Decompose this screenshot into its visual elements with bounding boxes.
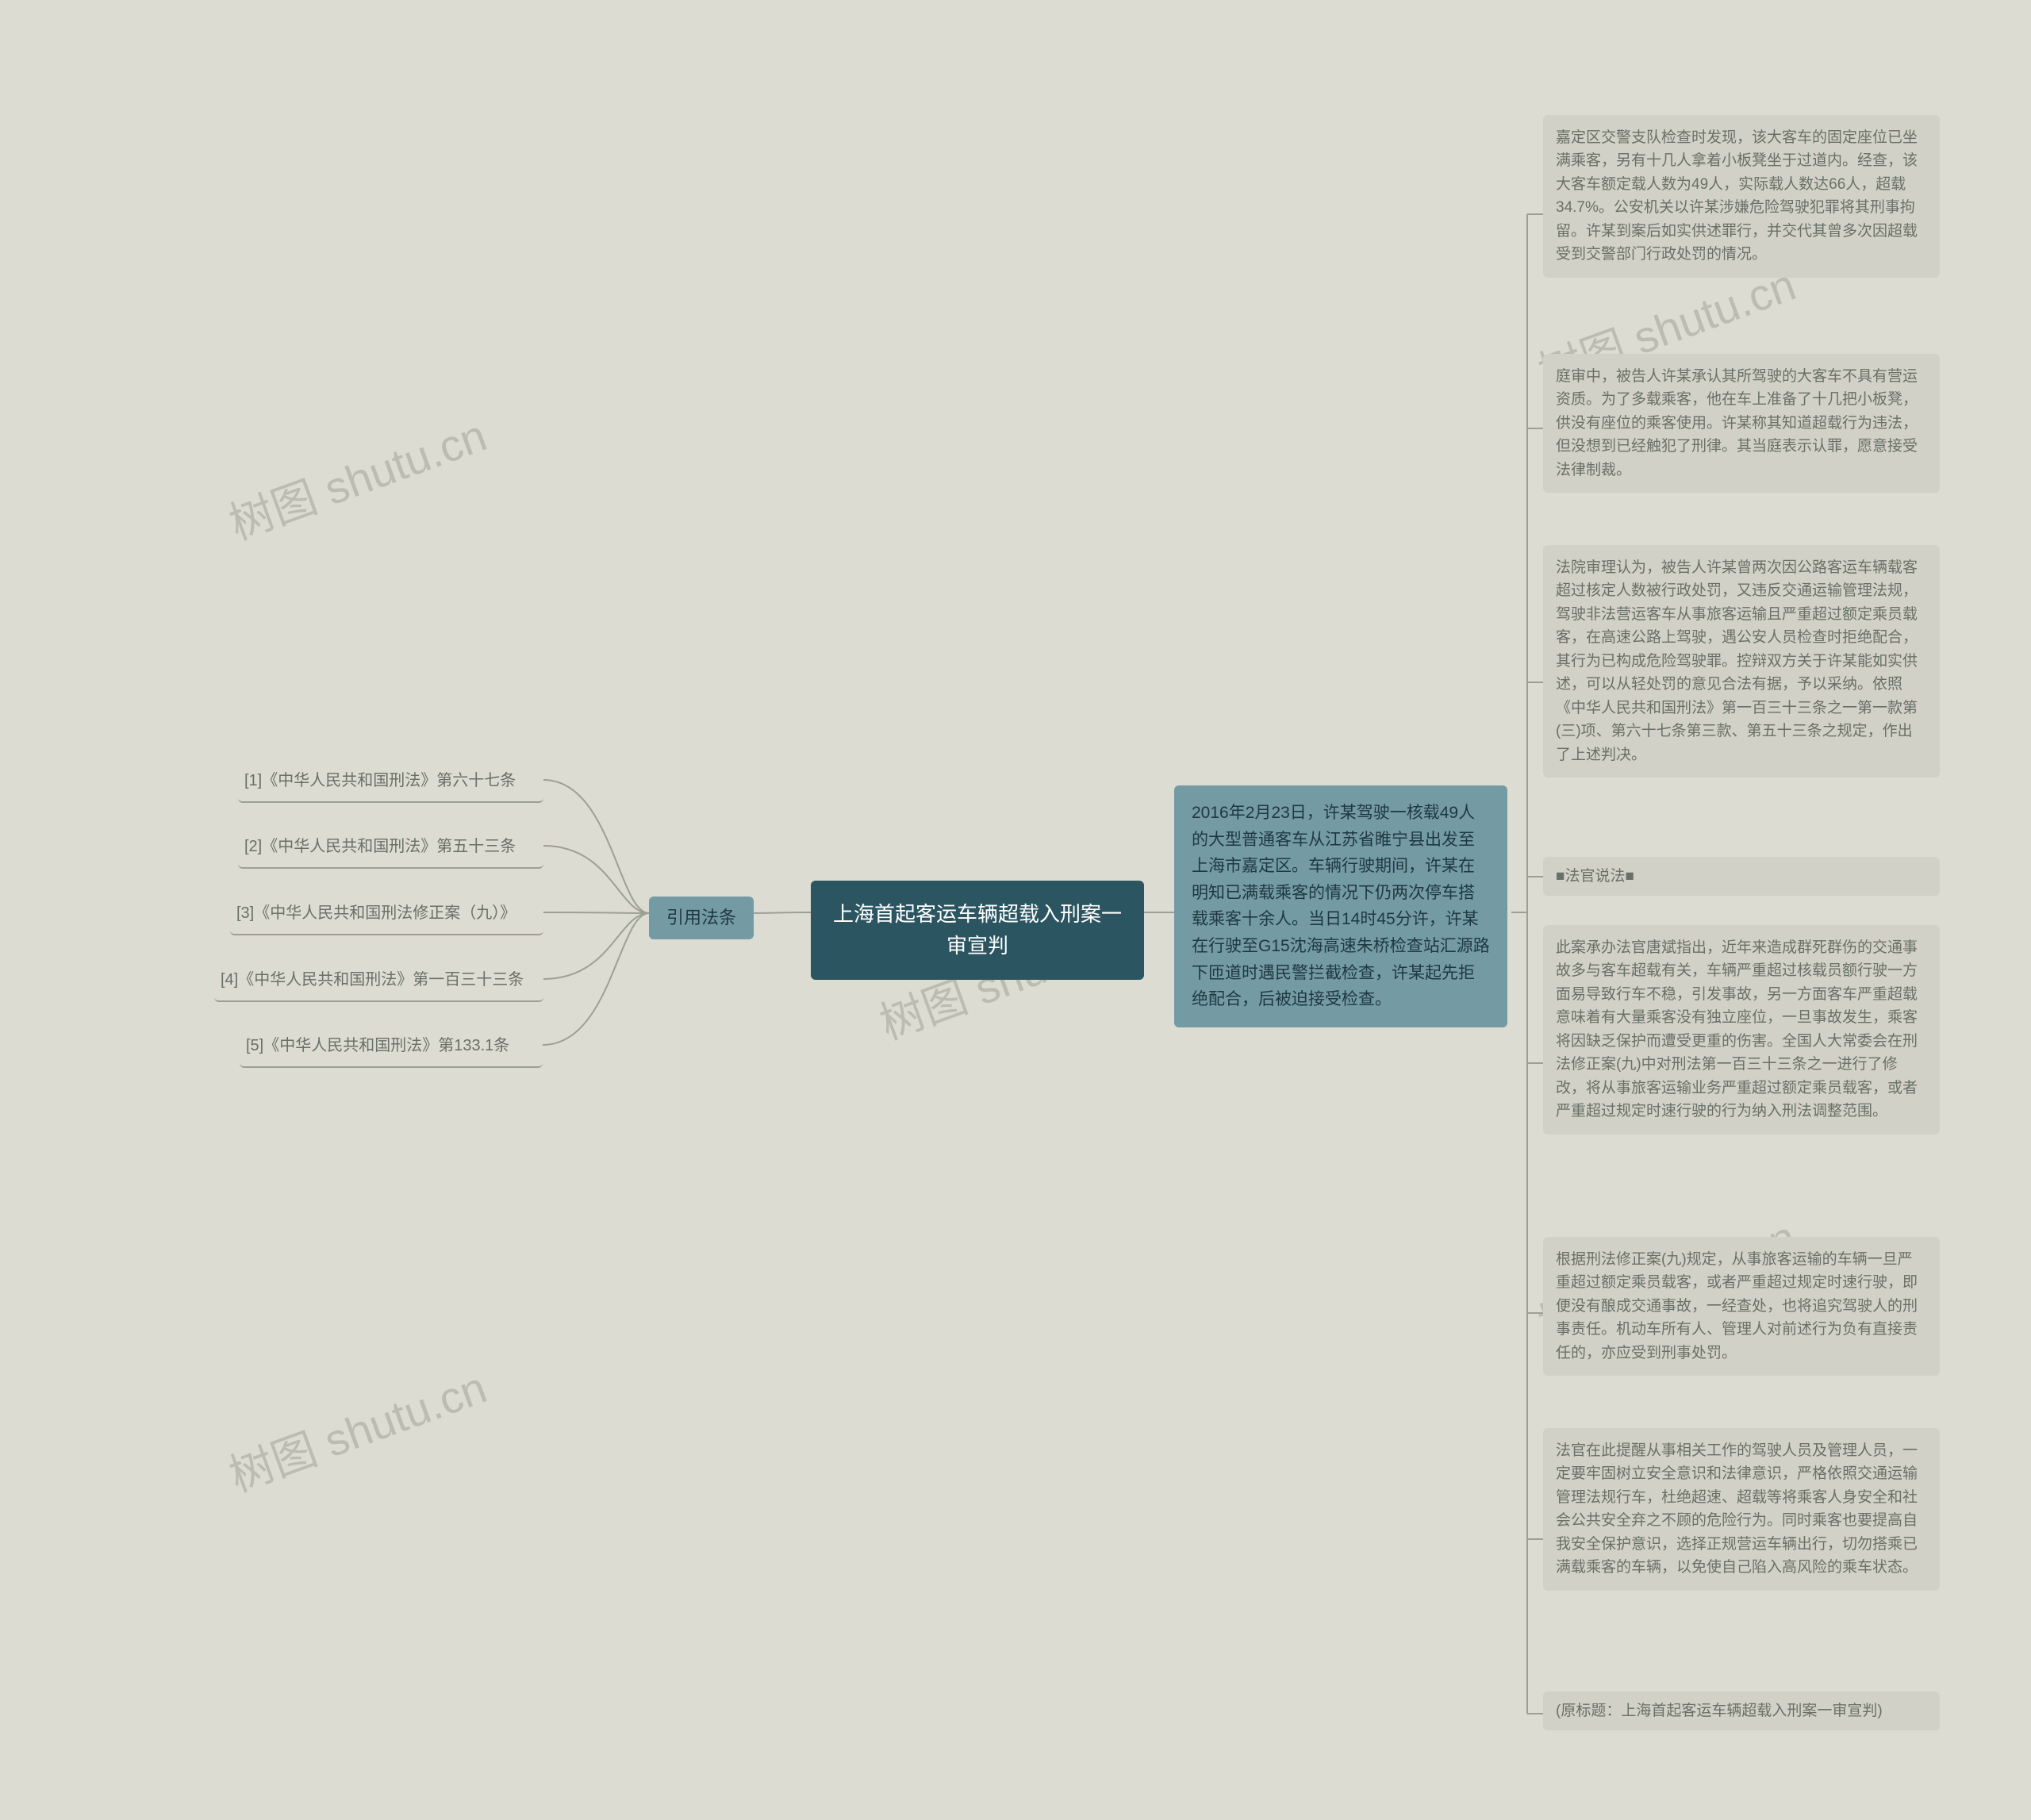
right-leaf: ■法官说法■ (1543, 857, 1940, 896)
watermark: 树图 shutu.cn (219, 1352, 494, 1504)
left-leaf: [2]《中华人民共和国刑法》第五十三条 (238, 830, 543, 869)
right-leaf: 法官在此提醒从事相关工作的驾驶人员及管理人员，一定要牢固树立安全意识和法律意识，… (1543, 1428, 1940, 1591)
right-leaf-text: 法官在此提醒从事相关工作的驾驶人员及管理人员，一定要牢固树立安全意识和法律意识，… (1556, 1442, 1918, 1576)
right-leaf: 法院审理认为，被告人许某曾两次因公路客运车辆载客超过核定人数被行政处罚，又违反交… (1543, 545, 1940, 778)
right-leaf-text: 法院审理认为，被告人许某曾两次因公路客运车辆载客超过核定人数被行政处罚，又违反交… (1556, 559, 1918, 763)
watermark: 树图 shutu.cn (219, 400, 494, 552)
right-leaf-text: 此案承办法官唐斌指出，近年来造成群死群伤的交通事故多与客车超载有关，车辆严重超过… (1556, 939, 1918, 1119)
right-main-branch: 2016年2月23日，许某驾驶一核载49人的大型普通客车从江苏省睢宁县出发至上海… (1174, 785, 1507, 1027)
root-node: 上海首起客运车辆超载入刑案一审宣判 (811, 881, 1144, 980)
left-leaf: [3]《中华人民共和国刑法修正案（九）》 (230, 897, 543, 935)
right-leaf: 此案承办法官唐斌指出，近年来造成群死群伤的交通事故多与客车超载有关，车辆严重超过… (1543, 925, 1940, 1135)
left-leaf-label: [2]《中华人民共和国刑法》第五十三条 (244, 838, 516, 855)
left-leaf-label: [1]《中华人民共和国刑法》第六十七条 (244, 772, 516, 789)
right-leaf-text: ■法官说法■ (1556, 868, 1634, 885)
left-leaf: [1]《中华人民共和国刑法》第六十七条 (238, 764, 543, 803)
right-leaf: 嘉定区交警支队检查时发现，该大客车的固定座位已坐满乘客，另有十几人拿着小板凳坐于… (1543, 115, 1940, 278)
left-leaf-label: [5]《中华人民共和国刑法》第133.1条 (246, 1037, 509, 1054)
right-leaf: 庭审中，被告人许某承认其所驾驶的大客车不具有营运资质。为了多载乘客，他在车上准备… (1543, 354, 1940, 493)
left-leaf-label: [4]《中华人民共和国刑法》第一百三十三条 (221, 971, 524, 989)
right-leaf: (原标题：上海首起客运车辆超载入刑案一审宣判) (1543, 1691, 1940, 1730)
right-main-text: 2016年2月23日，许某驾驶一核载49人的大型普通客车从江苏省睢宁县出发至上海… (1192, 804, 1490, 1008)
left-leaf: [5]《中华人民共和国刑法》第133.1条 (240, 1029, 543, 1068)
left-branch-label: 引用法条 (666, 908, 736, 927)
right-leaf: 根据刑法修正案(九)规定，从事旅客运输的车辆一旦严重超过额定乘员载客，或者严重超… (1543, 1237, 1940, 1376)
right-leaf-text: 庭审中，被告人许某承认其所驾驶的大客车不具有营运资质。为了多载乘客，他在车上准备… (1556, 368, 1918, 478)
root-label: 上海首起客运车辆超载入刑案一审宣判 (833, 902, 1122, 958)
left-leaf: [4]《中华人民共和国刑法》第一百三十三条 (214, 963, 543, 1002)
right-leaf-text: 嘉定区交警支队检查时发现，该大客车的固定座位已坐满乘客，另有十几人拿着小板凳坐于… (1556, 129, 1918, 263)
left-branch: 引用法条 (649, 897, 754, 939)
right-leaf-text: 根据刑法修正案(九)规定，从事旅客运输的车辆一旦严重超过额定乘员载客，或者严重超… (1556, 1251, 1918, 1361)
right-leaf-text: (原标题：上海首起客运车辆超载入刑案一审宣判) (1556, 1703, 1883, 1719)
left-leaf-label: [3]《中华人民共和国刑法修正案（九）》 (236, 904, 516, 922)
